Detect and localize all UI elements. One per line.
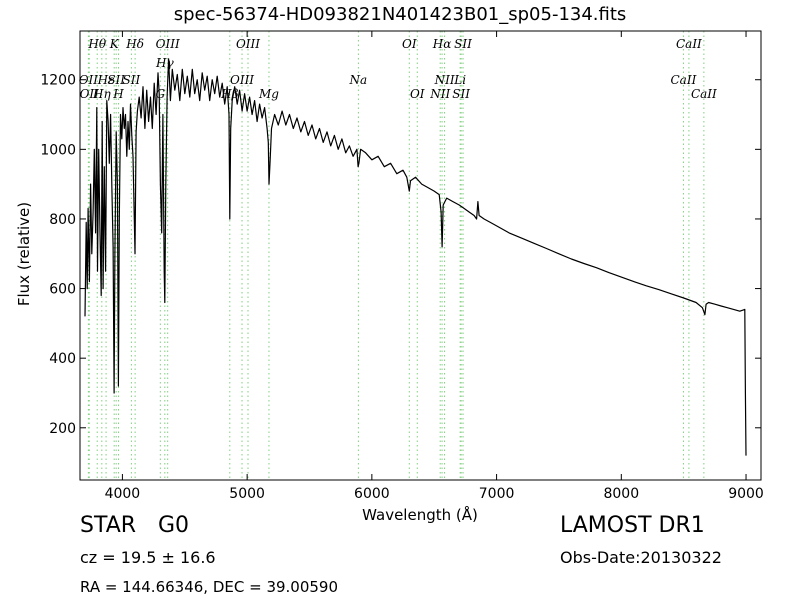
line-marker-label: Hα: [432, 37, 452, 51]
survey-name: LAMOST DR1: [560, 513, 705, 538]
x-tick-label: 7000: [479, 486, 515, 502]
line-marker-label: OIII: [156, 37, 180, 51]
ra-dec-coordinates: RA = 144.66346, DEC = 39.00590: [80, 578, 339, 596]
observation-date: Obs-Date:20130322: [560, 548, 722, 567]
line-marker-label: OII: [79, 73, 99, 87]
line-marker-label: SII: [107, 73, 125, 87]
line-marker-label: SII: [454, 37, 472, 51]
x-tick-label: 4000: [105, 486, 141, 502]
y-tick-label: 400: [49, 351, 76, 367]
line-marker-label: Hε: [97, 73, 115, 87]
y-tick-label: 200: [49, 421, 76, 437]
y-tick-label: 1000: [40, 142, 76, 158]
line-marker-label: OI: [410, 87, 425, 101]
y-axis-label: Flux (relative): [15, 201, 34, 307]
chart-title: spec-56374-HD093821N401423B01_sp05-134.f…: [173, 4, 627, 25]
line-marker-label: G: [156, 87, 166, 101]
line-marker-label: Hη: [92, 87, 111, 101]
plot-frame: [79, 30, 762, 481]
flux-series-line: [84, 58, 747, 456]
x-axis-ticks: 4000 5000 6000 7000 8000 9000: [105, 31, 764, 502]
line-marker-label: CaII: [671, 73, 697, 87]
line-marker-label: CaII: [676, 37, 702, 51]
x-tick-label: 9000: [728, 486, 764, 502]
line-marker-label: OIII: [236, 37, 260, 51]
object-subclass: G0: [158, 513, 190, 538]
line-marker-label: Hγ: [155, 56, 174, 70]
line-marker-label: OIII: [230, 73, 254, 87]
x-axis-label: Wavelength (Å): [362, 506, 478, 524]
line-marker-label: K: [109, 37, 120, 51]
line-marker-label: Hδ: [125, 37, 144, 51]
line-marker-label: Mg: [258, 87, 279, 101]
x-tick-label: 8000: [603, 486, 639, 502]
line-marker-label: H: [112, 87, 124, 101]
y-tick-label: 800: [49, 212, 76, 228]
line-marker-label: NII: [434, 73, 455, 87]
y-axis-ticks: 200 400 600 800 1000 1200: [40, 73, 761, 437]
object-class: STAR: [80, 513, 137, 538]
line-marker-label: CaII: [691, 87, 717, 101]
y-tick-label: 1200: [40, 73, 76, 89]
x-tick-label: 6000: [354, 486, 390, 502]
redshift-cz: cz = 19.5 ± 16.6: [80, 548, 216, 567]
line-marker-label: Na: [349, 73, 368, 87]
line-marker-label: OII: [80, 87, 100, 101]
line-marker-label: Hθ: [87, 37, 106, 51]
line-markers: [87, 31, 705, 480]
line-marker-labels: OIIOIIHθHηHεKSIIHSIIHδGHγOIIIHβOIIIOIIIM…: [79, 37, 717, 101]
line-marker-label: Li: [453, 73, 466, 87]
x-tick-label: 5000: [229, 486, 265, 502]
line-marker-label: OI: [402, 37, 417, 51]
line-marker-label: SII: [452, 87, 470, 101]
y-tick-label: 600: [49, 282, 76, 298]
line-marker-label: NII: [429, 87, 450, 101]
line-marker-label: SII: [123, 73, 141, 87]
